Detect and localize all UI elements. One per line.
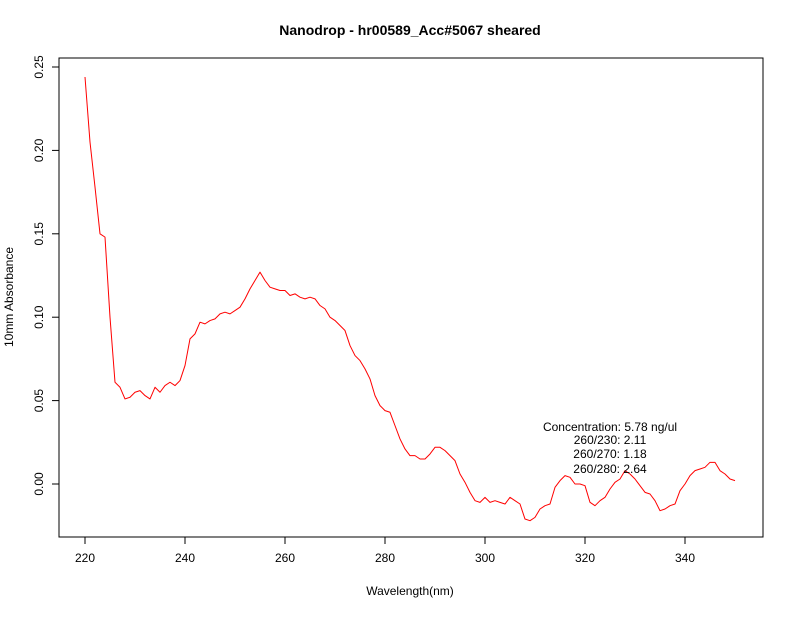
annotation-concentration: Concentration: 5.78 ng/ul	[543, 420, 677, 434]
x-tick-label: 220	[75, 551, 95, 565]
y-tick-label: 0.10	[32, 305, 46, 329]
x-tick-label: 300	[475, 551, 495, 565]
x-axis-label: Wavelength(nm)	[366, 584, 454, 598]
absorbance-series-line	[84, 76, 736, 522]
annotation-260-280: 260/280: 2.64	[573, 462, 647, 476]
y-tick-label: 0.25	[32, 55, 46, 79]
annotation-260-230: 260/230: 2.11	[574, 433, 647, 447]
series-layer	[84, 76, 736, 522]
y-tick-label: 0.15	[32, 222, 46, 246]
y-axis-label: 10mm Absorbance	[2, 247, 16, 347]
x-tick-label: 320	[575, 551, 595, 565]
y-tick-label: 0.00	[32, 472, 46, 496]
y-axis: 0.00 0.05 0.10 0.15 0.20 0.25	[32, 55, 60, 496]
y-tick-label: 0.20	[32, 138, 46, 162]
x-axis: 220 240 260 280 300 320 340	[75, 536, 695, 565]
x-tick-label: 240	[175, 551, 195, 565]
x-tick-label: 340	[675, 551, 695, 565]
annotation-260-270: 260/270: 1.18	[573, 447, 647, 461]
x-tick-label: 260	[275, 551, 295, 565]
x-tick-label: 280	[375, 551, 395, 565]
ratio-annotations: Concentration: 5.78 ng/ul 260/230: 2.11 …	[543, 420, 677, 476]
y-tick-label: 0.05	[32, 389, 46, 413]
chart-title: Nanodrop - hr00589_Acc#5067 sheared	[279, 22, 540, 38]
